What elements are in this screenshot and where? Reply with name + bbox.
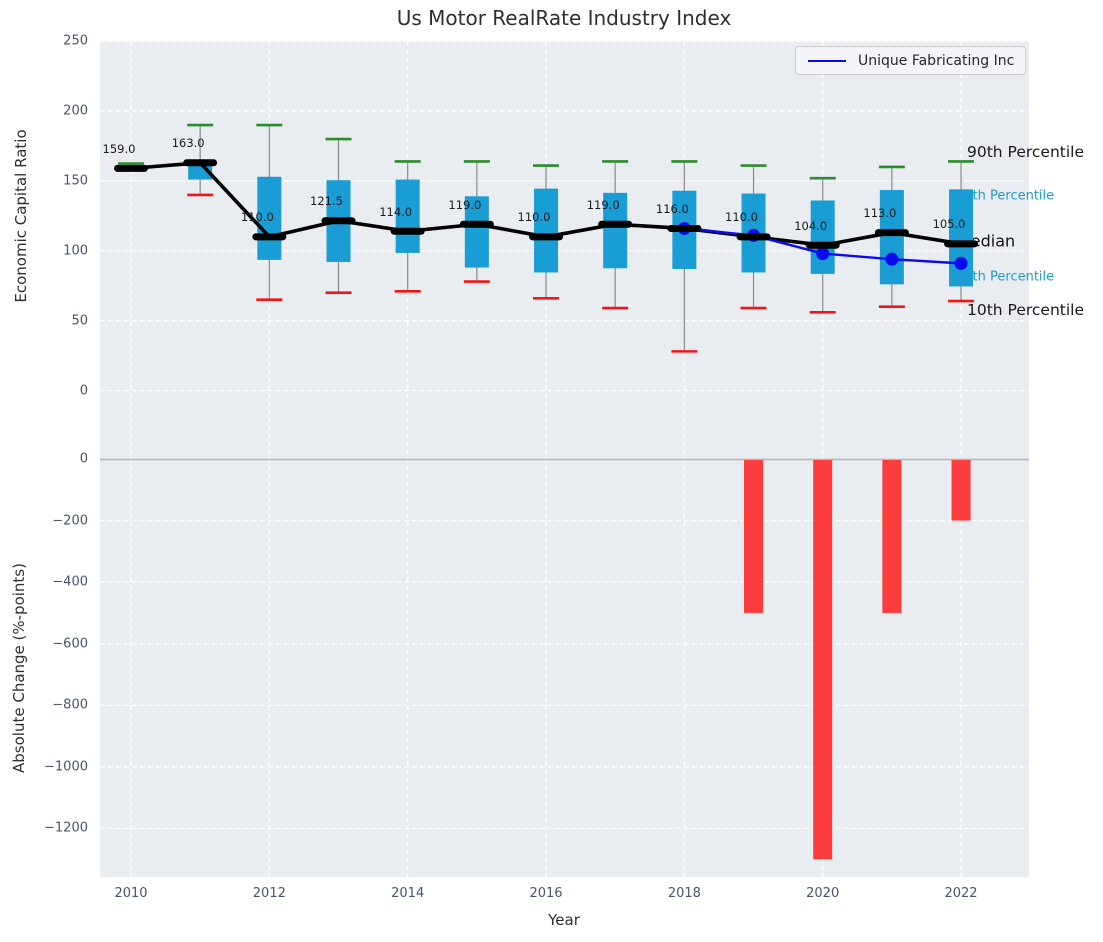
annotation-p25: 25th Percentile [956, 269, 1055, 285]
median-value-label: 110.0 [240, 210, 274, 225]
median-value-label: 119.0 [448, 197, 482, 212]
y-tick-label-bottom: 0 [79, 451, 88, 467]
y-tick-label-bottom: −600 [52, 636, 88, 652]
median-value-label: 121.5 [310, 194, 343, 209]
y-tick-label-top: 100 [63, 243, 88, 259]
y-axis-label-top: Economic Capital Ratio [12, 129, 30, 303]
median-value-label: 113.0 [863, 206, 897, 221]
legend: Unique Fabricating Inc [795, 46, 1026, 75]
median-value-label: 105.0 [932, 217, 966, 232]
y-tick-label-bottom: −800 [52, 697, 88, 713]
x-tick-label: 2010 [114, 886, 148, 901]
x-tick-label: 2018 [667, 886, 701, 901]
median-value-label: 110.0 [725, 210, 758, 225]
annotation-median: Median [957, 231, 1016, 251]
annotation-p10: 10th Percentile [967, 301, 1085, 320]
bottom-plot-area [100, 459, 1029, 877]
y-tick-label-bottom: −1000 [44, 759, 88, 775]
x-tick-label: 2016 [529, 886, 563, 901]
legend-line-sample-icon [808, 59, 846, 62]
y-tick-label-top: 50 [71, 313, 88, 329]
x-axis-label: Year [548, 911, 580, 929]
y-tick-label-bottom: −200 [52, 513, 88, 529]
y-tick-label-bottom: −1200 [44, 820, 88, 836]
top-plot-area [100, 41, 1029, 459]
annotation-p90: 90th Percentile [967, 143, 1085, 162]
median-value-label: 110.0 [517, 210, 551, 225]
median-value-label: 114.0 [379, 204, 413, 219]
y-tick-label-top: 150 [63, 173, 88, 189]
median-value-label: 159.0 [102, 141, 136, 156]
y-tick-label-top: 250 [63, 33, 88, 49]
y-axis-label-bottom: Absolute Change (%-points) [10, 563, 28, 773]
y-tick-label-top: 200 [63, 103, 88, 119]
y-tick-label-top: 0 [79, 383, 88, 398]
x-tick-label: 2012 [252, 886, 286, 901]
median-value-label: 104.0 [794, 218, 828, 233]
annotation-p75: 75th Percentile [956, 188, 1055, 204]
chart-title: Us Motor RealRate Industry Index [396, 6, 732, 30]
y-tick-label-bottom: −400 [52, 574, 88, 590]
median-value-label: 119.0 [586, 197, 620, 212]
x-tick-label: 2020 [806, 886, 840, 901]
median-value-label: 163.0 [171, 136, 205, 151]
x-tick-label: 2022 [944, 886, 978, 901]
x-tick-label: 2014 [391, 886, 425, 901]
median-value-label: 116.0 [655, 201, 689, 216]
legend-label: Unique Fabricating Inc [858, 52, 1015, 69]
